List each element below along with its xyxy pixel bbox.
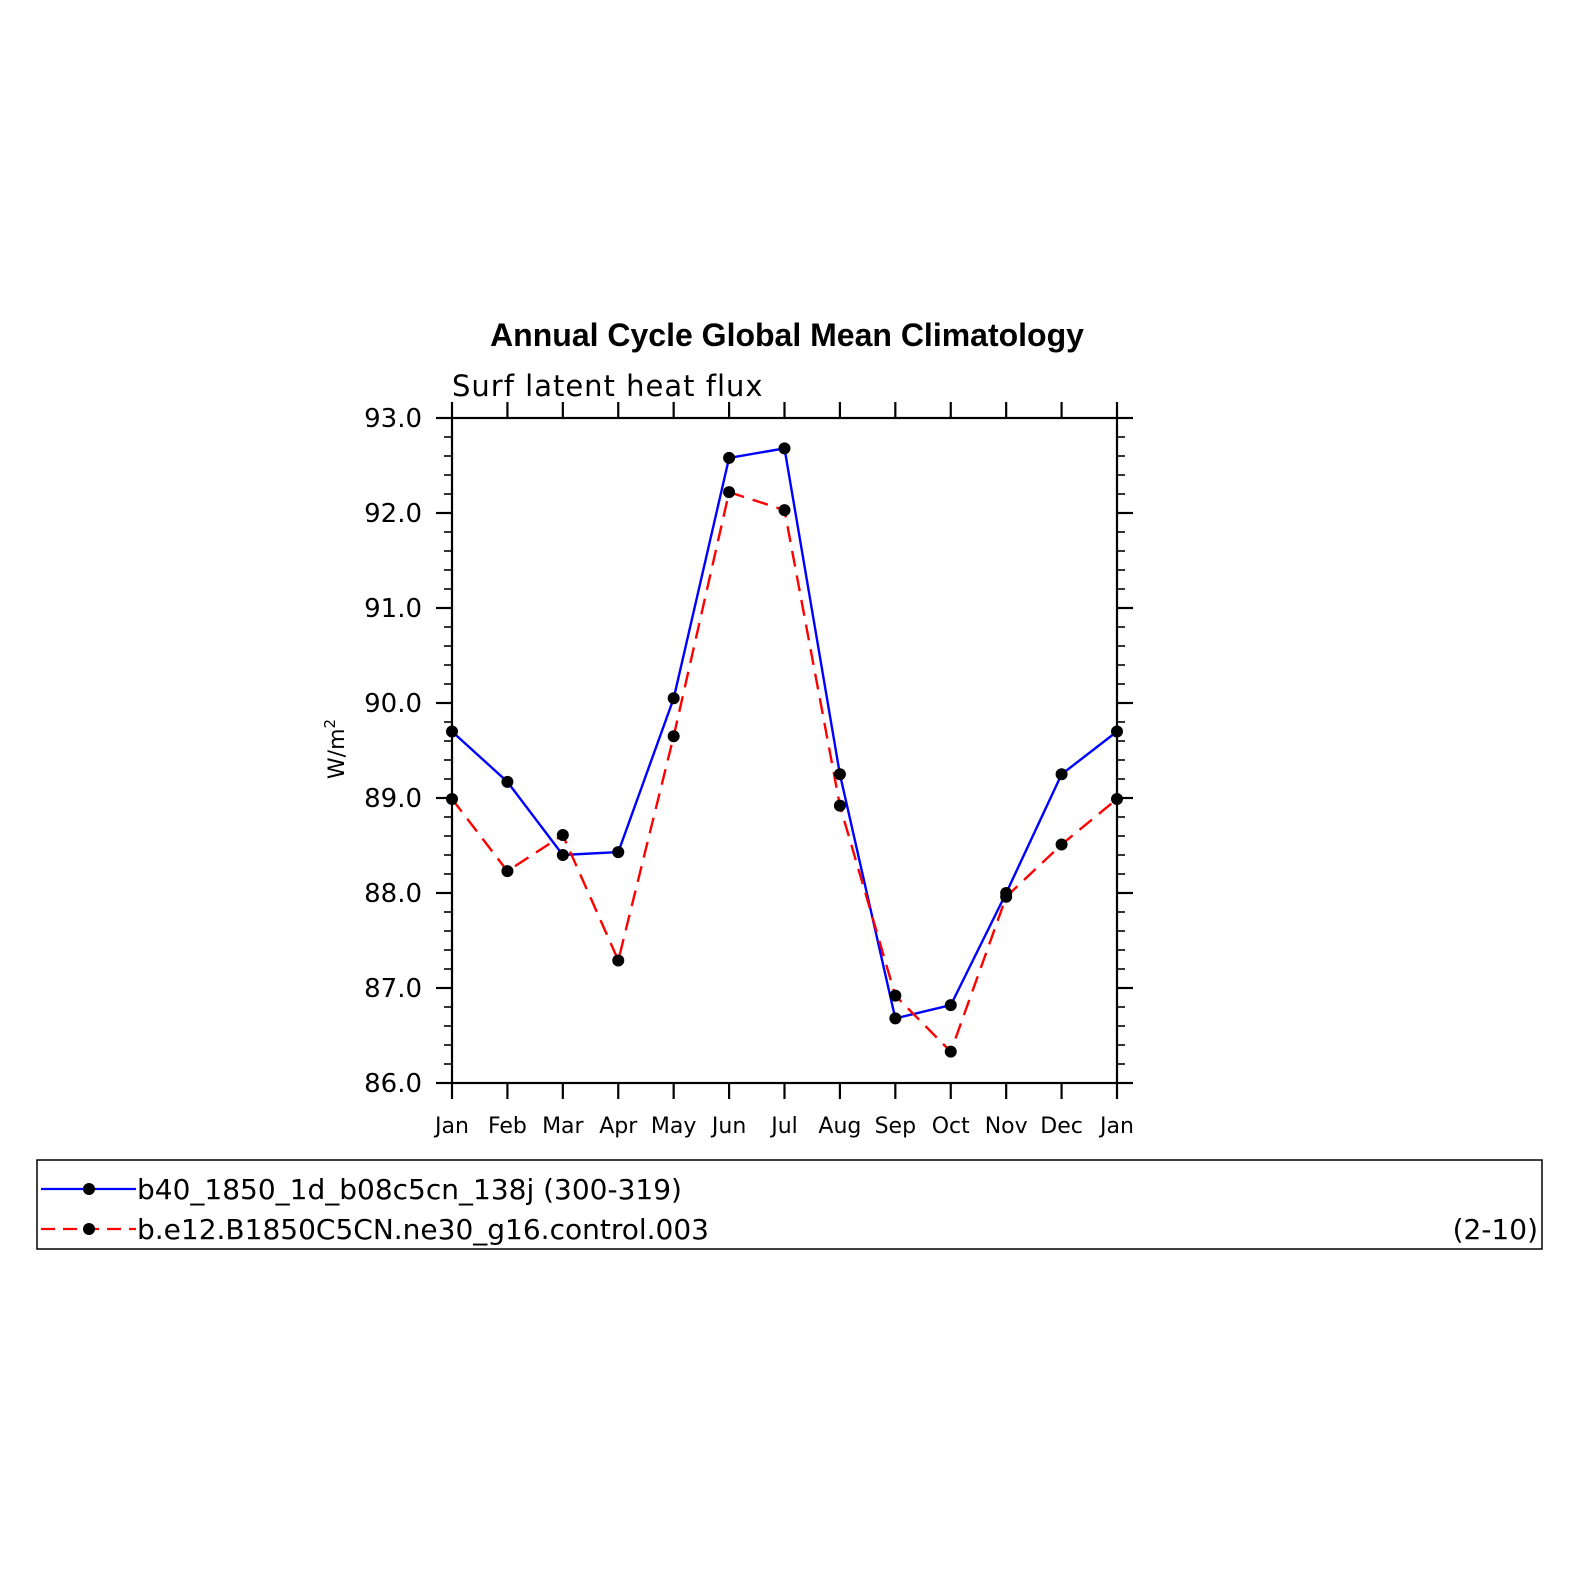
series-2-point — [667, 730, 680, 743]
legend-marker-1 — [83, 1183, 95, 1195]
series-2-point — [1111, 792, 1123, 805]
series-1-point — [612, 846, 625, 859]
series-2-point — [612, 954, 625, 967]
legend-marker-2 — [83, 1223, 95, 1235]
chart-subtitle: Surf latent heat flux — [452, 369, 764, 403]
x-tick-label: Jun — [710, 1114, 746, 1139]
series-2-point — [833, 799, 846, 812]
x-tick-label: Mar — [542, 1114, 584, 1139]
y-tick-label: 86.0 — [364, 1069, 422, 1099]
legend-label-2-suffix: (2-10) — [1453, 1213, 1538, 1246]
y-tick-label: 90.0 — [364, 689, 422, 719]
series-1-point — [556, 849, 569, 861]
series-2-point — [1055, 838, 1068, 851]
series-1-point — [723, 451, 736, 464]
series-1-point — [1055, 768, 1068, 781]
x-tick-label: Dec — [1040, 1114, 1083, 1139]
series-2-point — [778, 504, 791, 517]
y-axis-label-superscript: 2 — [321, 719, 339, 729]
plot-axes: 86.0 87.0 88.0 89.0 90.0 91.0 92.0 93.0 Jan Feb Ma… — [364, 402, 1134, 1139]
x-tick-label: Aug — [818, 1114, 861, 1139]
plot-frame — [450, 416, 1119, 1085]
x-tick-label: Jul — [769, 1114, 798, 1139]
legend-box — [36, 1159, 1543, 1250]
y-axis-label: W/m2 — [321, 719, 350, 779]
series-1-point — [667, 692, 680, 705]
series-1-point — [889, 1012, 902, 1025]
legend: b40_1850_1d_b08c5cn_138j (300-319) b.e12… — [36, 1159, 1543, 1250]
series-line-2 — [451, 490, 1118, 1054]
legend-label-2: b.e12.B1850C5CN.ne30_g16.control.003 — [137, 1213, 709, 1246]
x-tick-label: Apr — [599, 1114, 638, 1139]
x-tick-label: May — [651, 1114, 696, 1139]
x-tick-label: Nov — [985, 1114, 1028, 1139]
series-layer — [446, 442, 1123, 1058]
x-tick-label: Jan — [1098, 1114, 1134, 1139]
y-tick-label: 93.0 — [364, 404, 422, 434]
series-1-point — [501, 775, 514, 788]
series-1-point — [778, 442, 791, 455]
series-2-point — [446, 792, 458, 805]
x-tick-label: Jan — [433, 1114, 469, 1139]
y-tick-label: 88.0 — [364, 879, 422, 909]
series-2-point — [723, 486, 736, 499]
series-1-point — [833, 768, 846, 781]
y-tick-label: 87.0 — [364, 974, 422, 1004]
x-tick-label: Feb — [488, 1114, 527, 1139]
series-line-1 — [451, 447, 1118, 1020]
series-2-point — [944, 1045, 957, 1058]
y-tick-label: 89.0 — [364, 784, 422, 814]
x-tick-label: Sep — [875, 1114, 916, 1139]
legend-label-1: b40_1850_1d_b08c5cn_138j (300-319) — [137, 1173, 682, 1206]
y-tick-label: 91.0 — [364, 594, 422, 624]
y-tick-label: 92.0 — [364, 499, 422, 529]
series-2-point — [1000, 890, 1013, 903]
series-2-point — [889, 989, 902, 1002]
series-1-point — [944, 999, 957, 1012]
series-1-point — [1111, 725, 1123, 738]
series-2-point — [501, 865, 514, 878]
series-1-point — [446, 725, 458, 738]
chart-title: Annual Cycle Global Mean Climatology — [490, 317, 1084, 353]
series-2-point — [556, 829, 569, 842]
x-tick-label: Oct — [932, 1114, 970, 1139]
